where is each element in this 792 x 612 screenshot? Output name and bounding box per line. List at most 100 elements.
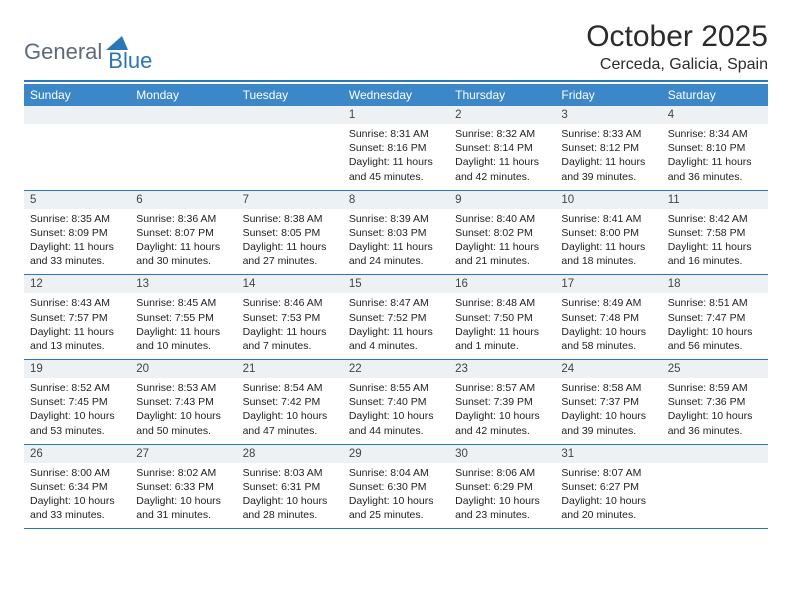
calendar-cell [24,106,130,190]
calendar-cell: 7Sunrise: 8:38 AMSunset: 8:05 PMDaylight… [237,190,343,275]
calendar-cell: 16Sunrise: 8:48 AMSunset: 7:50 PMDayligh… [449,275,555,360]
calendar-cell: 30Sunrise: 8:06 AMSunset: 6:29 PMDayligh… [449,444,555,529]
day-details: Sunrise: 8:34 AMSunset: 8:10 PMDaylight:… [662,124,768,190]
day-number: 2 [449,106,555,124]
day-details [662,463,768,515]
day-details: Sunrise: 8:53 AMSunset: 7:43 PMDaylight:… [130,378,236,444]
calendar-week-row: 1Sunrise: 8:31 AMSunset: 8:16 PMDaylight… [24,106,768,190]
day-number: 21 [237,360,343,378]
calendar-week-row: 5Sunrise: 8:35 AMSunset: 8:09 PMDaylight… [24,190,768,275]
day-number: 28 [237,445,343,463]
day-header: Saturday [662,84,768,106]
calendar-cell: 23Sunrise: 8:57 AMSunset: 7:39 PMDayligh… [449,360,555,445]
day-details: Sunrise: 8:31 AMSunset: 8:16 PMDaylight:… [343,124,449,190]
day-number: 24 [555,360,661,378]
day-number: 7 [237,191,343,209]
calendar-body: 1Sunrise: 8:31 AMSunset: 8:16 PMDaylight… [24,106,768,529]
day-details: Sunrise: 8:59 AMSunset: 7:36 PMDaylight:… [662,378,768,444]
calendar-cell: 9Sunrise: 8:40 AMSunset: 8:02 PMDaylight… [449,190,555,275]
day-details: Sunrise: 8:48 AMSunset: 7:50 PMDaylight:… [449,293,555,359]
calendar-week-row: 26Sunrise: 8:00 AMSunset: 6:34 PMDayligh… [24,444,768,529]
calendar-week-row: 19Sunrise: 8:52 AMSunset: 7:45 PMDayligh… [24,360,768,445]
day-number: 27 [130,445,236,463]
day-details: Sunrise: 8:52 AMSunset: 7:45 PMDaylight:… [24,378,130,444]
day-details: Sunrise: 8:58 AMSunset: 7:37 PMDaylight:… [555,378,661,444]
calendar-cell: 12Sunrise: 8:43 AMSunset: 7:57 PMDayligh… [24,275,130,360]
day-number: 9 [449,191,555,209]
day-number: 19 [24,360,130,378]
day-number: 23 [449,360,555,378]
calendar-cell: 28Sunrise: 8:03 AMSunset: 6:31 PMDayligh… [237,444,343,529]
day-details: Sunrise: 8:07 AMSunset: 6:27 PMDaylight:… [555,463,661,529]
day-details: Sunrise: 8:32 AMSunset: 8:14 PMDaylight:… [449,124,555,190]
calendar-header-row: SundayMondayTuesdayWednesdayThursdayFrid… [24,84,768,106]
calendar-cell: 22Sunrise: 8:55 AMSunset: 7:40 PMDayligh… [343,360,449,445]
calendar-cell: 10Sunrise: 8:41 AMSunset: 8:00 PMDayligh… [555,190,661,275]
day-number: 13 [130,275,236,293]
day-details: Sunrise: 8:41 AMSunset: 8:00 PMDaylight:… [555,209,661,275]
logo-word-general: General [24,39,102,65]
calendar-cell: 21Sunrise: 8:54 AMSunset: 7:42 PMDayligh… [237,360,343,445]
day-header: Friday [555,84,661,106]
day-number [130,106,236,124]
calendar-cell: 14Sunrise: 8:46 AMSunset: 7:53 PMDayligh… [237,275,343,360]
calendar-cell: 6Sunrise: 8:36 AMSunset: 8:07 PMDaylight… [130,190,236,275]
day-details: Sunrise: 8:36 AMSunset: 8:07 PMDaylight:… [130,209,236,275]
day-details: Sunrise: 8:35 AMSunset: 8:09 PMDaylight:… [24,209,130,275]
day-details: Sunrise: 8:40 AMSunset: 8:02 PMDaylight:… [449,209,555,275]
day-number: 16 [449,275,555,293]
day-details: Sunrise: 8:39 AMSunset: 8:03 PMDaylight:… [343,209,449,275]
day-header: Wednesday [343,84,449,106]
day-number: 14 [237,275,343,293]
calendar-cell: 8Sunrise: 8:39 AMSunset: 8:03 PMDaylight… [343,190,449,275]
calendar-cell: 25Sunrise: 8:59 AMSunset: 7:36 PMDayligh… [662,360,768,445]
day-details: Sunrise: 8:33 AMSunset: 8:12 PMDaylight:… [555,124,661,190]
logo-word-blue: Blue [108,48,152,74]
day-number: 8 [343,191,449,209]
day-number: 15 [343,275,449,293]
day-details: Sunrise: 8:46 AMSunset: 7:53 PMDaylight:… [237,293,343,359]
day-details: Sunrise: 8:45 AMSunset: 7:55 PMDaylight:… [130,293,236,359]
day-number: 3 [555,106,661,124]
day-number: 20 [130,360,236,378]
day-details [237,124,343,176]
calendar-cell: 15Sunrise: 8:47 AMSunset: 7:52 PMDayligh… [343,275,449,360]
calendar-cell: 27Sunrise: 8:02 AMSunset: 6:33 PMDayligh… [130,444,236,529]
calendar-cell: 13Sunrise: 8:45 AMSunset: 7:55 PMDayligh… [130,275,236,360]
calendar-week-row: 12Sunrise: 8:43 AMSunset: 7:57 PMDayligh… [24,275,768,360]
calendar-cell: 4Sunrise: 8:34 AMSunset: 8:10 PMDaylight… [662,106,768,190]
location-text: Cerceda, Galicia, Spain [586,56,768,74]
month-title: October 2025 [586,20,768,54]
day-number: 6 [130,191,236,209]
day-details: Sunrise: 8:38 AMSunset: 8:05 PMDaylight:… [237,209,343,275]
calendar-cell: 1Sunrise: 8:31 AMSunset: 8:16 PMDaylight… [343,106,449,190]
day-number: 5 [24,191,130,209]
day-number: 26 [24,445,130,463]
calendar-table: SundayMondayTuesdayWednesdayThursdayFrid… [24,84,768,529]
day-number: 25 [662,360,768,378]
calendar-cell: 3Sunrise: 8:33 AMSunset: 8:12 PMDaylight… [555,106,661,190]
day-number: 18 [662,275,768,293]
day-number: 31 [555,445,661,463]
day-number [24,106,130,124]
calendar-cell: 17Sunrise: 8:49 AMSunset: 7:48 PMDayligh… [555,275,661,360]
calendar-cell: 29Sunrise: 8:04 AMSunset: 6:30 PMDayligh… [343,444,449,529]
calendar-cell [662,444,768,529]
calendar-cell: 20Sunrise: 8:53 AMSunset: 7:43 PMDayligh… [130,360,236,445]
day-details: Sunrise: 8:55 AMSunset: 7:40 PMDaylight:… [343,378,449,444]
day-number: 11 [662,191,768,209]
calendar-cell: 11Sunrise: 8:42 AMSunset: 7:58 PMDayligh… [662,190,768,275]
day-header: Tuesday [237,84,343,106]
logo: General Blue [24,20,152,74]
calendar-cell: 26Sunrise: 8:00 AMSunset: 6:34 PMDayligh… [24,444,130,529]
day-details: Sunrise: 8:03 AMSunset: 6:31 PMDaylight:… [237,463,343,529]
header: General Blue October 2025 Cerceda, Galic… [24,20,768,74]
day-number: 22 [343,360,449,378]
calendar-cell: 5Sunrise: 8:35 AMSunset: 8:09 PMDaylight… [24,190,130,275]
day-details: Sunrise: 8:43 AMSunset: 7:57 PMDaylight:… [24,293,130,359]
day-number [662,445,768,463]
calendar-cell: 19Sunrise: 8:52 AMSunset: 7:45 PMDayligh… [24,360,130,445]
calendar-cell: 18Sunrise: 8:51 AMSunset: 7:47 PMDayligh… [662,275,768,360]
day-header: Monday [130,84,236,106]
title-block: October 2025 Cerceda, Galicia, Spain [586,20,768,74]
